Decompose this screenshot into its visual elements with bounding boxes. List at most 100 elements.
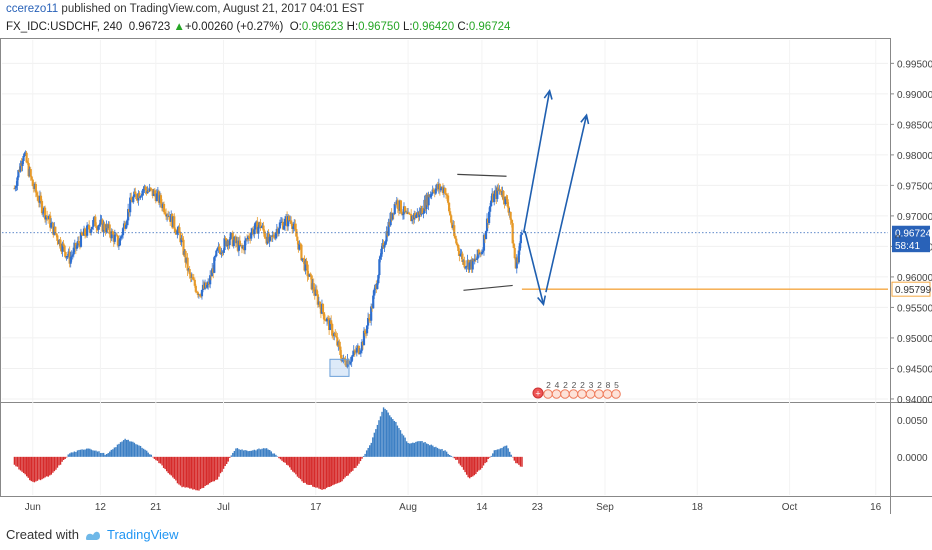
candle-down: [153, 190, 156, 195]
hist-bar-up: [370, 442, 372, 457]
hist-bar-up: [230, 455, 232, 457]
hist-bar-down: [332, 456, 334, 486]
event-count: 8: [606, 380, 611, 390]
candle-down: [321, 304, 325, 313]
candle-up: [237, 240, 240, 251]
candle-up: [250, 232, 253, 239]
candle-up: [329, 320, 332, 331]
candle-up: [487, 211, 491, 224]
hist-bar-down: [199, 456, 202, 490]
events-plus-icon: [532, 387, 544, 399]
price-tick-label: 0.97500: [897, 181, 932, 192]
hist-bar-down: [182, 456, 185, 487]
open-value: 0.96623: [301, 21, 344, 33]
hist-bar-up: [367, 447, 369, 457]
candle-down: [456, 243, 459, 245]
hist-bar-down: [455, 456, 457, 460]
candle-up: [387, 221, 390, 236]
hist-bar-up: [95, 450, 97, 457]
event-mark: [585, 389, 596, 399]
hist-bar-down: [44, 456, 46, 478]
candle-up: [384, 241, 387, 246]
candle-down: [399, 200, 403, 213]
hist-bar-down: [26, 456, 28, 477]
candle-up: [97, 226, 100, 230]
event-count: 2: [546, 380, 551, 390]
author-link[interactable]: ccerezo11: [6, 3, 59, 15]
main-pane-frame: [0, 38, 932, 514]
candle-down: [218, 246, 221, 251]
event-count: 5: [614, 380, 619, 390]
hist-bar-down: [187, 456, 189, 488]
hist-bar-up: [509, 451, 511, 457]
hist-bar-down: [59, 456, 62, 465]
chart-border: [0, 38, 891, 497]
symbol-label[interactable]: FX_IDC:USDCHF, 240: [6, 21, 123, 33]
candle-up: [15, 185, 18, 188]
candle-up: [520, 233, 524, 235]
candle-down: [510, 219, 513, 224]
candle-down: [449, 211, 452, 216]
event-marks[interactable]: +2 4 2 2 2 3 2 8 5: [532, 380, 621, 399]
hist-bar-up: [107, 453, 109, 457]
candle-up: [220, 252, 223, 255]
hist-bar-up: [262, 448, 265, 457]
candle-down: [46, 215, 49, 218]
hist-bar-down: [279, 456, 282, 460]
candle-up: [468, 262, 471, 270]
candle-up: [139, 196, 142, 199]
channel-lower-line: [463, 284, 513, 291]
candle-up: [72, 247, 75, 255]
candle-up: [140, 195, 143, 197]
hist-bar-up: [372, 437, 374, 457]
time-axis[interactable]: Jun 12 21 Jul 17 Aug 14 23 Sep 18 Oct 16: [25, 502, 882, 513]
hist-bar-down: [158, 456, 160, 464]
price-change: +0.00260 (+0.27%): [184, 21, 284, 33]
hist-bar-up: [261, 448, 263, 457]
candle-down: [263, 230, 266, 237]
hist-bar-down: [344, 456, 346, 478]
hist-bar-up: [416, 441, 419, 457]
candle-down: [189, 274, 192, 278]
hist-bar-up: [141, 447, 143, 457]
hist-bar-down: [66, 456, 68, 458]
hist-bar-up: [121, 441, 123, 457]
hist-bar-up: [504, 445, 506, 457]
candle-down: [312, 283, 315, 292]
hist-bar-down: [281, 456, 283, 461]
hist-bar-down: [292, 456, 294, 472]
event-mark: [577, 389, 587, 399]
hist-bar-down: [196, 456, 199, 491]
event-count: 3: [589, 380, 594, 390]
candle-down: [159, 195, 163, 204]
candle-up: [205, 284, 209, 288]
low-highlight-box: [329, 358, 350, 377]
hist-bar-down: [298, 456, 300, 479]
high-label: H:: [346, 21, 359, 33]
hist-bar-down: [324, 456, 326, 490]
hist-bar-up: [384, 408, 386, 457]
candle-up: [355, 348, 358, 353]
hist-bar-down: [318, 456, 320, 489]
hist-bar-down: [61, 456, 63, 462]
hist-bar-up: [404, 437, 406, 457]
hist-bar-up: [252, 450, 254, 457]
candle-up: [490, 200, 493, 207]
candle-down: [364, 333, 368, 334]
candle-down: [144, 186, 147, 190]
candle-up: [287, 216, 290, 227]
hist-bar-up: [119, 442, 122, 457]
candle-down: [353, 350, 356, 352]
tradingview-brand[interactable]: TradingView: [106, 527, 179, 542]
hist-bar-up: [430, 444, 432, 457]
candle-up: [41, 212, 45, 214]
hist-bar-up: [365, 450, 368, 457]
hist-bar-down: [210, 456, 212, 483]
hist-bar-up: [244, 450, 246, 457]
candle-up: [496, 187, 499, 199]
time-tick-label: 18: [692, 502, 704, 513]
hist-bar-down: [479, 456, 482, 470]
candle-down: [509, 211, 512, 220]
event-count: 2: [572, 380, 577, 390]
